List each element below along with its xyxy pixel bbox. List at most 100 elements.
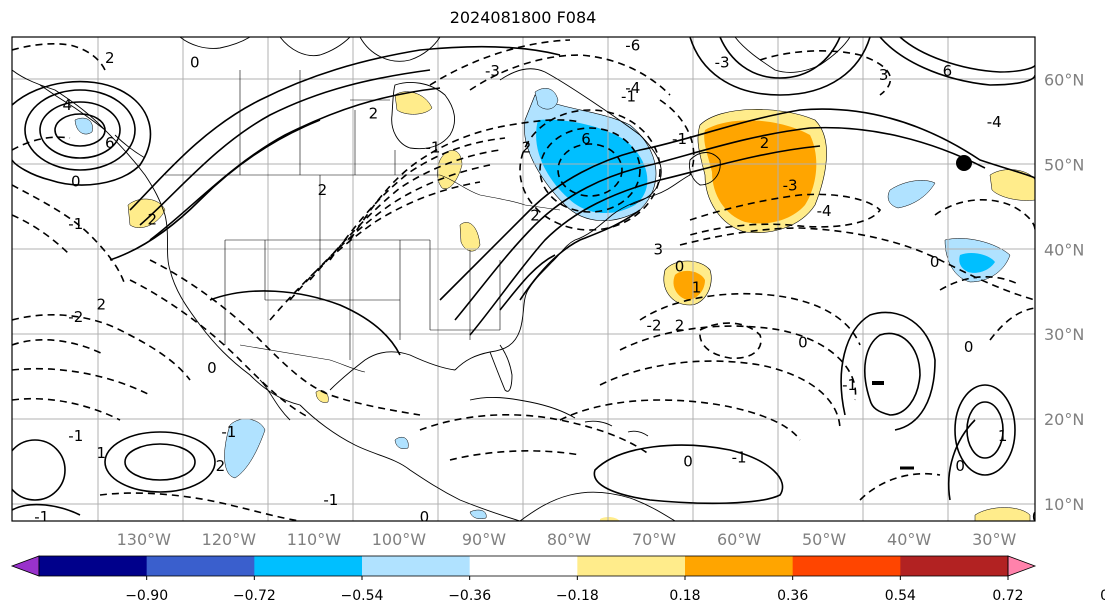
low-center-marker — [956, 155, 972, 171]
colorbar-label: −0.36 — [448, 588, 491, 604]
gridlines — [12, 37, 1035, 521]
contour-label: 0 — [71, 172, 81, 190]
colorbar-segment — [792, 556, 901, 576]
contour-label: 6 — [943, 62, 953, 80]
contour-label: 2 — [530, 206, 540, 224]
contour-label: 4 — [63, 96, 73, 114]
contour-label: 0 — [420, 508, 430, 526]
contour-label: 0 — [1049, 36, 1059, 54]
colorbar-label: −0.54 — [341, 588, 384, 604]
colorbar-label: 0.54 — [885, 588, 916, 604]
contour-label: 2 — [105, 49, 115, 67]
lat-label: 40°N — [1044, 240, 1084, 259]
colorbar-label: 0.90 — [1100, 588, 1105, 604]
contour-label: -3 — [485, 62, 500, 80]
contour-label: 0 — [798, 334, 808, 352]
map-frame — [11, 36, 1036, 522]
lon-label: 80°W — [547, 530, 591, 549]
contour-label: 1 — [97, 444, 107, 462]
colorbar-segment — [254, 556, 363, 576]
colorbar-segment — [685, 556, 794, 576]
contour-label: 3 — [879, 66, 889, 84]
colorbar-segment — [900, 556, 1009, 576]
lat-label: 10°N — [1044, 495, 1084, 514]
lon-label: 60°W — [717, 530, 761, 549]
lat-label: 60°N — [1044, 70, 1084, 89]
contour-label: -1 — [842, 376, 857, 394]
contour-label: -6 — [625, 36, 640, 54]
positive-anomaly-patch-azores — [989, 169, 1035, 201]
colorbar-extend-low — [10, 555, 40, 577]
lon-label: 120°W — [202, 530, 257, 549]
contour-label: 2 — [148, 211, 158, 229]
positive-anomaly-small-core — [673, 270, 705, 300]
negative-anomaly-patch-atlantic — [887, 180, 936, 209]
contour-label: -1 — [732, 448, 747, 466]
colorbar-segment — [146, 556, 255, 576]
positive-anomaly-patch-hudson — [394, 91, 433, 115]
lon-label: 50°W — [802, 530, 846, 549]
contour-label: -1 — [34, 508, 49, 526]
latitude-labels: 10°N 20°N 30°N 40°N 50°N 60°N — [1044, 70, 1084, 514]
contour-label: 0 — [683, 453, 693, 471]
colorbar-extend-high — [1007, 555, 1037, 577]
lon-label: 130°W — [117, 530, 172, 549]
lon-label: 40°W — [887, 530, 931, 549]
contour-label: -1 — [221, 423, 236, 441]
lat-label: 30°N — [1044, 325, 1084, 344]
shaded-anomalies — [74, 88, 1035, 521]
lat-label: 20°N — [1044, 410, 1084, 429]
contour-label: 0 — [964, 338, 974, 356]
contour-label: 0 — [1032, 508, 1042, 526]
contour-label: -1 — [68, 427, 83, 445]
contour-label: -4 — [625, 79, 640, 97]
contour-label: 0 — [190, 53, 200, 71]
contour-label: 2 — [369, 104, 379, 122]
contour-label: 0 — [675, 257, 685, 275]
contour-label: -4 — [817, 202, 832, 220]
lon-label: 100°W — [372, 530, 427, 549]
colorbar-segment — [362, 556, 471, 576]
lat-label: 50°N — [1044, 155, 1084, 174]
longitude-labels: 130°W 120°W 110°W 100°W 90°W 80°W 70°W 60°W 50°W… — [117, 530, 1017, 549]
positive-anomaly-core — [704, 120, 817, 224]
contour-label: -2 — [647, 317, 662, 335]
contour-label: 2 — [675, 317, 685, 335]
negative-anomaly-light-north — [534, 88, 559, 110]
negative-anomaly-patch-pacific-small — [469, 509, 487, 519]
lon-label: 70°W — [632, 530, 676, 549]
lon-label: 30°W — [972, 530, 1016, 549]
contour-label: 2 — [97, 295, 107, 313]
contour-label: -1 — [672, 130, 687, 148]
contour-label: -1 — [425, 138, 440, 156]
colorbar-label: 0.18 — [669, 588, 700, 604]
colorbar-label: −0.18 — [556, 588, 599, 604]
negative-anomaly-patch-alaska — [74, 117, 93, 135]
map-title: 2024081800 F084 — [449, 8, 597, 27]
colorbar-outline — [38, 555, 1009, 577]
contour-label: 2 — [318, 181, 328, 199]
colorbar-segment — [577, 556, 686, 576]
contour-label: 0 — [955, 457, 965, 475]
colorbar-segment — [39, 556, 148, 576]
positive-anomaly-patch-caribbean — [600, 516, 620, 521]
contours-dashed — [12, 39, 1035, 521]
colorbar-label: 0.36 — [777, 588, 808, 604]
colorbar-segment — [469, 556, 578, 576]
political-borders — [165, 70, 561, 373]
contour-label: -1 — [68, 215, 83, 233]
contour-label: 2 — [216, 457, 226, 475]
colorbar-label: −0.90 — [125, 588, 168, 604]
contour-label: 2 — [522, 138, 532, 156]
contour-label: -3 — [783, 177, 798, 195]
contours-solid — [12, 37, 1035, 516]
lon-label: 90°W — [462, 530, 506, 549]
negative-anomaly-patch-caribbean — [394, 437, 409, 449]
contour-label: 6 — [581, 130, 591, 148]
contour-label: 2 — [760, 134, 770, 152]
colorbar-label: 0.72 — [992, 588, 1023, 604]
contour-label: 6 — [105, 134, 115, 152]
